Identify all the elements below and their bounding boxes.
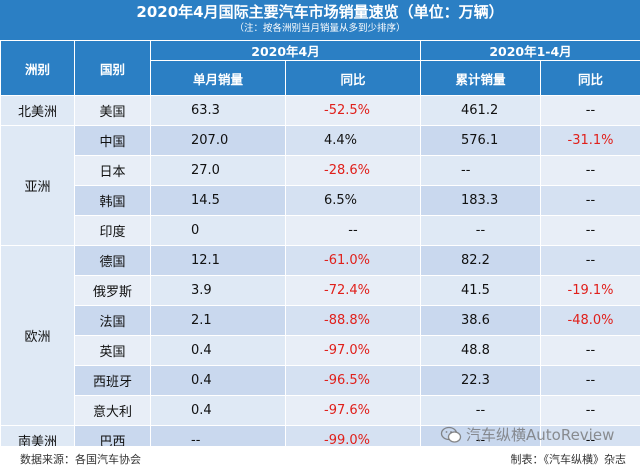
continent-cell: 亚洲 [0, 125, 75, 246]
header-row-2: 单月销量 同比 累计销量 同比 [1, 60, 640, 96]
table-row: 西班牙 0.4 -96.5% 22.3 -- [1, 365, 640, 396]
monthly-sales-cell: 0 [150, 215, 286, 246]
cumulative-sales-cell: 183.3 [420, 185, 541, 216]
yoy-cell: -61.0% [285, 245, 421, 276]
yoy-ytd-cell: -- [540, 245, 640, 276]
table-title: 2020年4月国际主要汽车市场销量速览（单位：万辆） [136, 3, 504, 21]
monthly-sales-cell: 2.1 [150, 305, 286, 336]
cumulative-sales-cell: 461.2 [420, 95, 541, 126]
yoy-cell: 6.5% [285, 185, 421, 216]
country-cell: 俄罗斯 [74, 275, 151, 306]
table-row: 韩国 14.5 6.5% 183.3 -- [1, 185, 640, 216]
yoy-ytd-cell: -- [540, 185, 640, 216]
yoy-cell: 4.4% [285, 125, 421, 156]
cumulative-sales-cell: -- [420, 155, 541, 186]
country-cell: 法国 [74, 305, 151, 336]
country-cell: 日本 [74, 155, 151, 186]
continent-cell: 欧洲 [0, 245, 75, 426]
header-period-month: 2020年4月 [150, 40, 421, 61]
table-row: 意大利 0.4 -97.6% -- -- [1, 395, 640, 426]
cumulative-sales-cell: 48.8 [420, 335, 541, 366]
table-row: 北美洲 美国 63.3 -52.5% 461.2 -- [0, 95, 640, 126]
cumulative-sales-cell: 38.6 [420, 305, 541, 336]
country-cell: 英国 [74, 335, 151, 366]
cumulative-sales-cell: -- [420, 395, 541, 426]
yoy-ytd-cell: -- [540, 95, 640, 126]
yoy-cell: -28.6% [285, 155, 421, 186]
table-row: 英国 0.4 -97.0% 48.8 -- [1, 335, 640, 366]
yoy-ytd-cell: -- [540, 335, 640, 366]
cumulative-sales-cell: 576.1 [420, 125, 541, 156]
monthly-sales-cell: 207.0 [150, 125, 286, 156]
yoy-cell: -72.4% [285, 275, 421, 306]
country-cell: 意大利 [74, 395, 151, 426]
monthly-sales-cell: 27.0 [150, 155, 286, 186]
yoy-ytd-cell: -- [540, 365, 640, 396]
country-cell: 德国 [74, 245, 151, 276]
header-row-1: 洲别 国别 2020年4月 2020年1-4月 [0, 40, 640, 96]
monthly-sales-cell: 12.1 [150, 245, 286, 276]
country-cell: 美国 [74, 95, 151, 126]
table-row: 欧洲 德国 12.1 -61.0% 82.2 -- [0, 245, 640, 426]
yoy-ytd-cell: -19.1% [540, 275, 640, 306]
header-period-ytd: 2020年1-4月 [420, 40, 640, 61]
yoy-ytd-cell: -- [540, 215, 640, 246]
header-yoy-ytd: 同比 [540, 60, 640, 96]
yoy-cell: -88.8% [285, 305, 421, 336]
header-monthly-sales: 单月销量 [150, 60, 286, 96]
watermark: 汽车纵横AutoReview [440, 424, 614, 445]
country-cell: 韩国 [74, 185, 151, 216]
yoy-ytd-cell: -48.0% [540, 305, 640, 336]
sales-table: 洲别 国别 2020年4月 2020年1-4月 单月销量 同比 累计销量 同比 … [0, 40, 640, 456]
yoy-ytd-cell: -- [540, 155, 640, 186]
data-source: 数据来源：各国汽车协会 [20, 453, 141, 466]
cumulative-sales-cell: 22.3 [420, 365, 541, 396]
country-cell: 西班牙 [74, 365, 151, 396]
monthly-sales-cell: 63.3 [150, 95, 286, 126]
header-yoy: 同比 [285, 60, 421, 96]
monthly-sales-cell: 0.4 [150, 365, 286, 396]
header-country: 国别 [74, 40, 151, 96]
country-cell: 中国 [74, 125, 151, 156]
monthly-sales-cell: 14.5 [150, 185, 286, 216]
cumulative-sales-cell: 82.2 [420, 245, 541, 276]
header-cumulative-sales: 累计销量 [420, 60, 541, 96]
monthly-sales-cell: 0.4 [150, 395, 286, 426]
table-row: 法国 2.1 -88.8% 38.6 -48.0% [1, 305, 640, 336]
table-row: 亚洲 中国 207.0 4.4% 576.1 -31.1% [0, 125, 640, 246]
table-maker: 制表：《汽车纵横》杂志 [510, 453, 627, 466]
title-band: 2020年4月国际主要汽车市场销量速览（单位：万辆） （注：按各洲别当月销量从多… [0, 0, 640, 40]
cumulative-sales-cell: 41.5 [420, 275, 541, 306]
continent-cell: 北美洲 [0, 95, 75, 126]
table-row: 印度 0 -- -- -- [1, 215, 640, 246]
table-row: 俄罗斯 3.9 -72.4% 41.5 -19.1% [1, 275, 640, 306]
yoy-cell: -96.5% [285, 365, 421, 396]
country-cell: 印度 [74, 215, 151, 246]
yoy-ytd-cell: -- [540, 395, 640, 426]
footer: 数据来源：各国汽车协会 制表：《汽车纵横》杂志 [0, 446, 640, 470]
watermark-text: 汽车纵横AutoReview [466, 426, 615, 444]
monthly-sales-cell: 0.4 [150, 335, 286, 366]
yoy-ytd-cell: -31.1% [540, 125, 640, 156]
table-note: （注：按各洲别当月销量从多到少排序） [234, 23, 406, 34]
yoy-cell: -97.6% [285, 395, 421, 426]
cumulative-sales-cell: -- [420, 215, 541, 246]
yoy-cell: -52.5% [285, 95, 421, 126]
monthly-sales-cell: 3.9 [150, 275, 286, 306]
table-row: 日本 27.0 -28.6% -- -- [1, 155, 640, 186]
wechat-icon [440, 426, 462, 443]
yoy-cell: -97.0% [285, 335, 421, 366]
header-continent: 洲别 [0, 40, 75, 96]
yoy-cell: -- [285, 215, 421, 246]
